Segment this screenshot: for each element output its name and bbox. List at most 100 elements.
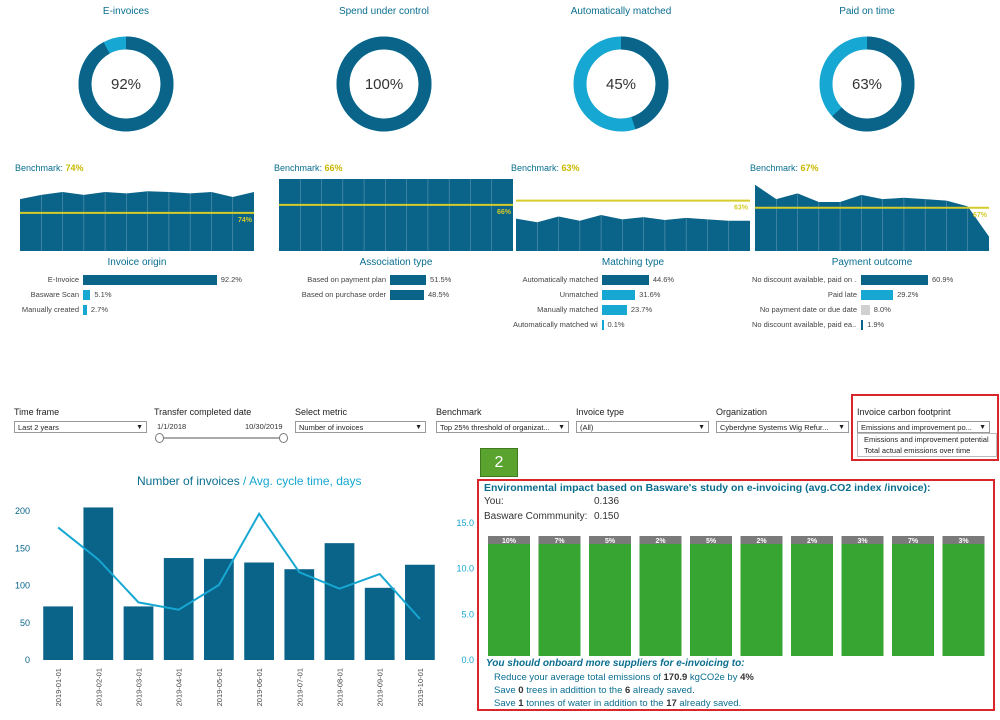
breakdown-percent: 0.1% bbox=[607, 320, 625, 329]
dropdown-option-emissions-potential[interactable]: Emissions and improvement potential bbox=[864, 435, 989, 444]
time-frame-value: Last 2 years bbox=[18, 423, 59, 432]
carbon-footprint-select[interactable]: Emissions and improvement po... ▼ bbox=[857, 421, 990, 433]
improvement-potential-segment bbox=[942, 536, 985, 544]
transfer-end-date: 10/30/2019 bbox=[245, 422, 283, 431]
metric-select[interactable]: Number of invoices ▼ bbox=[295, 421, 426, 433]
breakdown-percent: 2.7% bbox=[90, 305, 109, 314]
breakdown-label: Manually created bbox=[21, 305, 79, 314]
invoice-type-select[interactable]: (All) ▼ bbox=[576, 421, 709, 433]
breakdown-bar bbox=[602, 290, 636, 300]
benchmark-text: Benchmark: bbox=[750, 163, 799, 173]
x-tick-label: 2019-05-01 bbox=[215, 668, 224, 706]
l1-text2: kgCO2e by bbox=[687, 672, 741, 683]
chevron-down-icon: ▼ bbox=[415, 424, 422, 431]
breakdown-title: Matching type bbox=[601, 257, 665, 268]
benchmark-text: Benchmark: bbox=[511, 163, 560, 173]
carbon-footprint-label: Invoice carbon footprint bbox=[857, 407, 951, 417]
l3-text3: already saved. bbox=[676, 698, 742, 709]
l1-text: Reduce your average total emissions of bbox=[494, 672, 664, 683]
x-tick-label: 2019-04-01 bbox=[175, 668, 184, 706]
segment-percent-label: 10% bbox=[502, 538, 517, 545]
select-metric-label: Select metric bbox=[295, 407, 348, 417]
l3-text2: tonnes of water in addition to the bbox=[523, 698, 667, 709]
segment-percent-label: 5% bbox=[605, 538, 616, 545]
invoice-count-bar bbox=[83, 507, 114, 660]
breakdown-percent: 8.0% bbox=[873, 305, 891, 314]
kpi-donut: 45% bbox=[573, 36, 669, 132]
x-tick-label: 2019-02-01 bbox=[94, 668, 103, 706]
donut-value-arc bbox=[819, 36, 915, 132]
organization-select[interactable]: Cyberdyne Systems Wig Refur... ▼ bbox=[716, 421, 849, 433]
improvement-potential-segment bbox=[639, 536, 682, 544]
community-label: Basware Commmunity: bbox=[484, 511, 588, 522]
benchmark-select[interactable]: Top 25% threshold of organizat... ▼ bbox=[436, 421, 569, 433]
breakdown-bar bbox=[861, 305, 870, 315]
breakdown-row: Manually matched 23.7% bbox=[513, 304, 753, 316]
y-tick-label: 150 bbox=[15, 543, 30, 553]
breakdown-bar bbox=[83, 290, 91, 300]
breakdown-bar bbox=[861, 275, 928, 285]
y2-tick-label: 5.0 bbox=[461, 609, 474, 619]
carbon-footprint-highlight bbox=[851, 394, 999, 461]
x-tick-label: 2019-01-01 bbox=[54, 668, 63, 706]
segment-percent-label: 3% bbox=[857, 538, 868, 545]
chevron-down-icon: ▼ bbox=[698, 424, 705, 431]
segment-percent-label: 7% bbox=[908, 538, 919, 545]
y2-tick-label: 15.0 bbox=[456, 518, 474, 528]
improvement-potential-segment bbox=[791, 536, 833, 544]
benchmark-label: Benchmark: 66% bbox=[274, 163, 343, 173]
actual-emissions-segment bbox=[791, 544, 833, 656]
y-tick-label: 200 bbox=[15, 506, 30, 516]
improvement-potential-segment bbox=[892, 536, 934, 544]
invoice-count-bar bbox=[284, 569, 315, 660]
dropdown-option-total-emissions[interactable]: Total actual emissions over time bbox=[864, 446, 971, 455]
invoice-type-label: Invoice type bbox=[576, 407, 625, 417]
segment-percent-label: 2% bbox=[655, 538, 666, 545]
organization-label: Organization bbox=[716, 407, 768, 417]
donut-percent: 45% bbox=[606, 76, 636, 93]
invoice-type-value: (All) bbox=[580, 423, 594, 432]
save-water-line: Save 1 tonnes of water in addition to th… bbox=[494, 698, 741, 709]
actual-emissions-segment bbox=[841, 544, 884, 656]
breakdown-label: Paid late bbox=[827, 290, 857, 299]
time-frame-label: Time frame bbox=[14, 407, 60, 417]
trend-area bbox=[279, 179, 513, 251]
breakdown-label: Basware Scan bbox=[30, 290, 79, 299]
breakdown-row: Basware Scan 5.1% bbox=[17, 289, 257, 301]
date-range-slider-track[interactable] bbox=[160, 437, 284, 439]
invoice-count-bar bbox=[123, 606, 154, 660]
time-frame-select[interactable]: Last 2 years ▼ bbox=[14, 421, 147, 433]
actual-emissions-segment bbox=[942, 544, 985, 656]
segment-percent-label: 2% bbox=[807, 538, 818, 545]
breakdown-label: Unmatched bbox=[559, 290, 598, 299]
carbon-footprint-value: Emissions and improvement po... bbox=[861, 423, 972, 432]
breakdown-row: E-Invoice 92.2% bbox=[17, 274, 257, 286]
breakdown-bar bbox=[390, 290, 424, 300]
kpi-title: Spend under control bbox=[338, 6, 430, 17]
breakdown-percent: 29.2% bbox=[897, 290, 919, 299]
l2-text2: trees in addittion to the bbox=[523, 685, 625, 696]
kpi-donut: 100% bbox=[336, 36, 432, 132]
environmental-title: Environmental impact based on Basware's … bbox=[484, 482, 931, 494]
onboard-message: You should onboard more suppliers for e-… bbox=[486, 658, 745, 669]
benchmark-label: Benchmark: 74% bbox=[15, 163, 84, 173]
chevron-down-icon: ▼ bbox=[979, 424, 986, 431]
donut-percent: 100% bbox=[365, 76, 403, 93]
breakdown-row: Automatically matched wit... 0.1% bbox=[513, 319, 753, 331]
breakdown-percent: 5.1% bbox=[94, 290, 112, 299]
segment-percent-label: 5% bbox=[706, 538, 717, 545]
invoices-chart-title: Number of invoices / Avg. cycle time, da… bbox=[137, 474, 362, 488]
breakdown-row: Based on purchase order 48.5% bbox=[276, 289, 516, 301]
save-trees-line: Save 0 trees in addittion to the 6 alrea… bbox=[494, 685, 695, 696]
chevron-down-icon: ▼ bbox=[136, 424, 143, 431]
breakdown-percent: 51.5% bbox=[430, 275, 452, 284]
transfer-date-label: Transfer completed date bbox=[154, 407, 252, 417]
segment-percent-label: 7% bbox=[554, 538, 565, 545]
slider-start-handle[interactable] bbox=[155, 433, 164, 443]
slider-end-handle[interactable] bbox=[279, 433, 288, 443]
trend-area bbox=[20, 191, 254, 251]
invoice-count-bar bbox=[364, 587, 395, 660]
breakdown-row: No discount available, paid ea... 1.9% bbox=[752, 319, 992, 331]
invoices-title-secondary: Avg. cycle time, days bbox=[249, 474, 362, 488]
invoice-count-bar bbox=[324, 543, 355, 660]
